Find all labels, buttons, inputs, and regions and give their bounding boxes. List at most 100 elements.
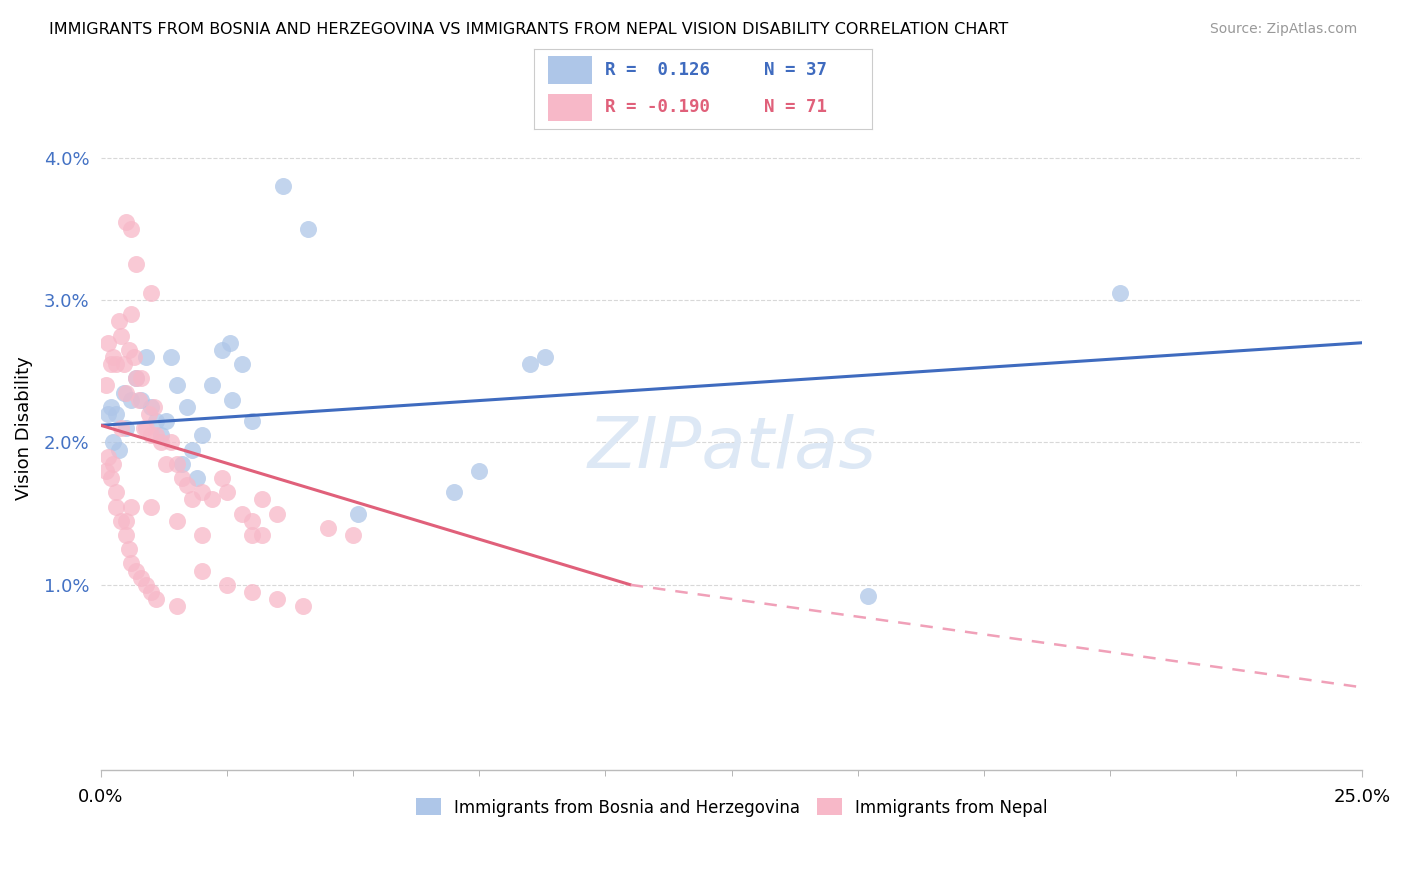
Text: R =  0.126: R = 0.126 xyxy=(605,61,710,78)
Point xyxy=(135,421,157,435)
Point xyxy=(125,371,148,385)
Point xyxy=(104,500,127,514)
Point xyxy=(115,215,138,229)
Point xyxy=(125,257,148,271)
Point xyxy=(342,528,364,542)
Text: Source: ZipAtlas.com: Source: ZipAtlas.com xyxy=(1209,22,1357,37)
Point xyxy=(104,407,127,421)
Point xyxy=(534,350,557,364)
Point xyxy=(252,492,274,507)
Point xyxy=(443,485,465,500)
Point xyxy=(103,457,125,471)
Point xyxy=(107,442,129,457)
Point xyxy=(120,307,142,321)
Bar xyxy=(548,94,592,121)
Point xyxy=(129,392,152,407)
Point xyxy=(104,357,127,371)
Point xyxy=(266,507,288,521)
Text: N = 71: N = 71 xyxy=(763,98,827,116)
Text: N = 37: N = 37 xyxy=(763,61,827,78)
Text: IMMIGRANTS FROM BOSNIA AND HERZEGOVINA VS IMMIGRANTS FROM NEPAL VISION DISABILIT: IMMIGRANTS FROM BOSNIA AND HERZEGOVINA V… xyxy=(49,22,1008,37)
Point xyxy=(176,400,198,414)
Text: ZIPatlas: ZIPatlas xyxy=(588,414,876,483)
Point xyxy=(132,421,155,435)
Point xyxy=(135,350,157,364)
Point xyxy=(112,385,135,400)
Point xyxy=(468,464,491,478)
Point xyxy=(142,400,165,414)
Point xyxy=(266,592,288,607)
Point xyxy=(125,564,148,578)
Point xyxy=(120,221,142,235)
Point xyxy=(97,335,120,350)
Point xyxy=(170,471,193,485)
Point xyxy=(297,221,319,235)
Point xyxy=(856,589,879,603)
Point xyxy=(122,350,145,364)
Point xyxy=(231,507,253,521)
Point xyxy=(150,435,173,450)
Point xyxy=(129,571,152,585)
Point xyxy=(291,599,314,614)
Point xyxy=(166,378,188,392)
Point xyxy=(240,414,263,428)
Point xyxy=(115,528,138,542)
Point xyxy=(103,435,125,450)
Point xyxy=(145,428,167,442)
Point xyxy=(128,392,150,407)
Point xyxy=(271,179,294,194)
Point xyxy=(166,457,188,471)
Bar xyxy=(548,56,592,84)
Point xyxy=(112,357,135,371)
Point xyxy=(211,471,233,485)
Point xyxy=(135,578,157,592)
Point xyxy=(347,507,370,521)
Point xyxy=(252,528,274,542)
Point xyxy=(166,514,188,528)
Point xyxy=(141,500,163,514)
Point xyxy=(201,492,224,507)
Point xyxy=(180,442,202,457)
Point xyxy=(110,421,132,435)
Point xyxy=(166,599,188,614)
Point xyxy=(141,285,163,300)
Point xyxy=(215,578,238,592)
Point xyxy=(141,400,163,414)
Point xyxy=(94,378,117,392)
Point xyxy=(120,392,142,407)
Text: R = -0.190: R = -0.190 xyxy=(605,98,710,116)
Point xyxy=(221,392,243,407)
Point xyxy=(201,378,224,392)
Point xyxy=(129,371,152,385)
Point xyxy=(115,421,138,435)
Point xyxy=(215,485,238,500)
Point xyxy=(100,400,122,414)
Point xyxy=(180,492,202,507)
Point xyxy=(103,350,125,364)
Point xyxy=(211,343,233,357)
Point xyxy=(160,350,183,364)
Point xyxy=(191,428,214,442)
Point xyxy=(1109,285,1132,300)
Point xyxy=(191,528,214,542)
Point xyxy=(125,371,148,385)
Point xyxy=(191,485,214,500)
Point xyxy=(104,485,127,500)
Point xyxy=(141,428,163,442)
Point xyxy=(97,407,120,421)
Point xyxy=(115,514,138,528)
Point xyxy=(191,564,214,578)
Point xyxy=(150,428,173,442)
Point xyxy=(107,314,129,328)
Y-axis label: Vision Disability: Vision Disability xyxy=(15,356,32,500)
Point xyxy=(145,592,167,607)
Point xyxy=(160,435,183,450)
Point xyxy=(155,414,177,428)
Point xyxy=(145,414,167,428)
Point xyxy=(117,343,139,357)
Point xyxy=(218,335,240,350)
Point xyxy=(138,407,160,421)
Point xyxy=(110,514,132,528)
Point xyxy=(240,514,263,528)
Point xyxy=(100,357,122,371)
